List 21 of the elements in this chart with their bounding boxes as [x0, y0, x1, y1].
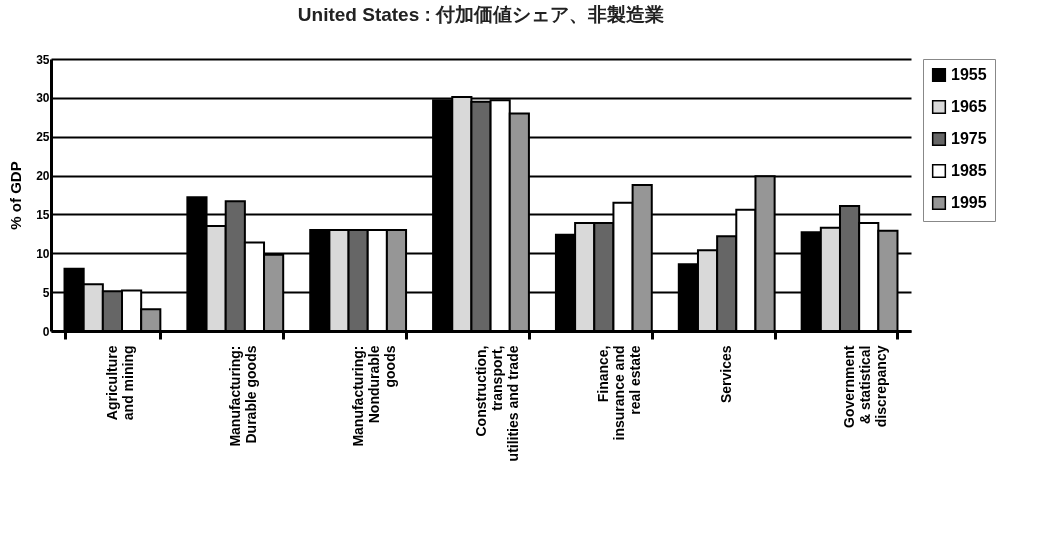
y-tick-label: 0	[42, 324, 50, 339]
x-tick-label: Agriculture and mining	[103, 345, 136, 421]
y-tick-label: 5	[42, 285, 50, 300]
y-tick-label: 15	[36, 207, 50, 222]
legend-label: 1985	[951, 162, 987, 179]
x-tick-label: Government & statistical discrepancy	[841, 345, 890, 428]
legend-label: 1955	[951, 66, 987, 83]
x-tick-label: Services	[718, 345, 735, 404]
legend-label: 1995	[951, 194, 987, 211]
x-tick-label: Manufacturing: Durable goods	[226, 345, 259, 447]
y-tick-label: 25	[36, 130, 50, 145]
y-axis-title: % of GDP	[7, 161, 25, 230]
y-tick-label: 30	[36, 91, 50, 106]
y-tick-label: 35	[36, 52, 50, 67]
y-tick-label: 20	[36, 169, 50, 184]
x-tick-label: Finance, insurance and real estate	[595, 345, 644, 441]
chart-title: United States : 付加価値シェア、非製造業	[297, 4, 665, 25]
x-tick-label: Manufacturing: Nondurable goods	[349, 345, 398, 447]
legend-label: 1965	[951, 98, 987, 115]
y-tick-label: 10	[36, 246, 50, 261]
legend-label: 1975	[951, 130, 987, 147]
